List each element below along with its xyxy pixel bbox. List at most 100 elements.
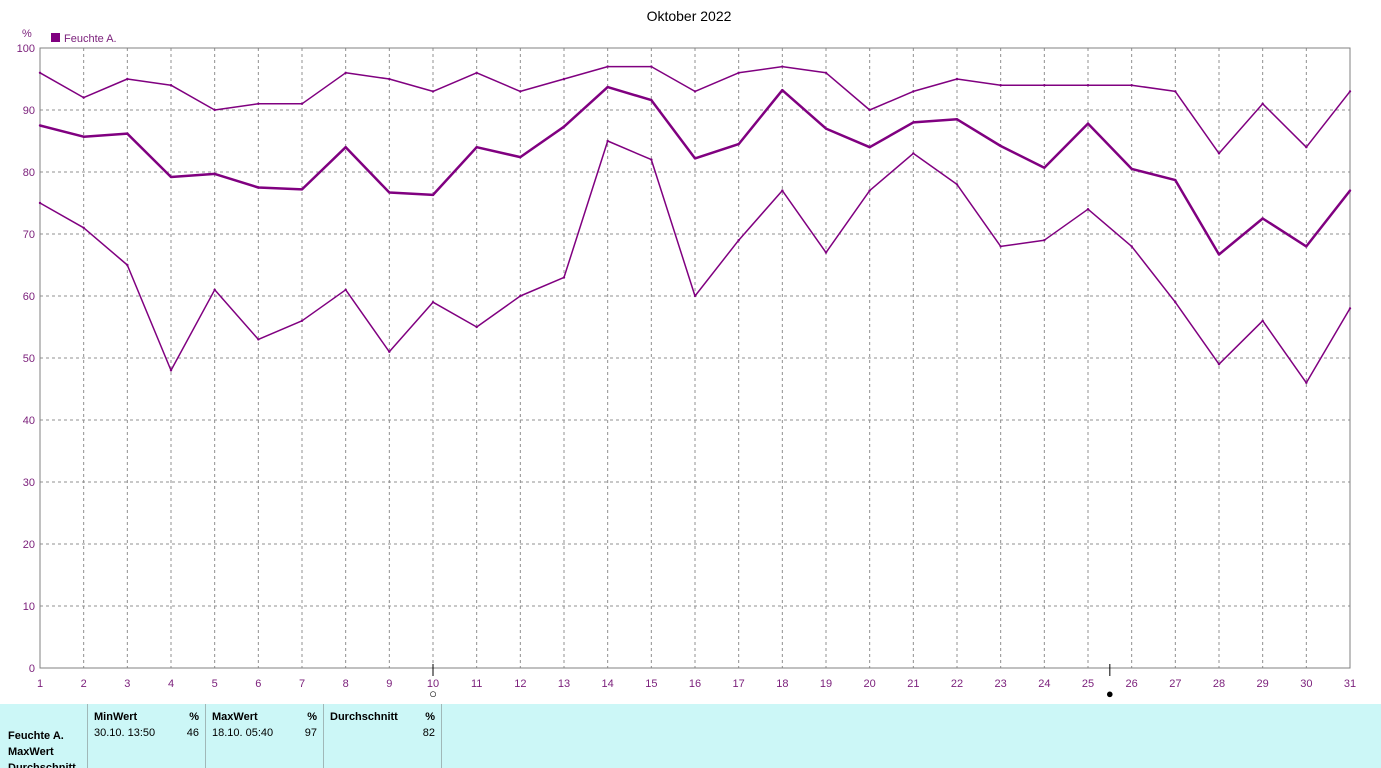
data-point (257, 338, 260, 341)
data-point (650, 158, 653, 161)
data-point (912, 152, 915, 155)
data-point (824, 71, 828, 75)
data-point (519, 294, 522, 298)
data-point (38, 124, 42, 127)
data-point (213, 172, 216, 176)
data-point (344, 146, 347, 149)
data-point (912, 121, 915, 124)
data-point (388, 350, 391, 353)
data-point (606, 85, 609, 89)
legend-label: Feuchte A. (64, 33, 117, 45)
data-point (650, 65, 653, 68)
data-point (257, 186, 260, 189)
data-point (1043, 84, 1046, 87)
data-point (1261, 319, 1264, 322)
data-point (519, 90, 522, 93)
data-point (1305, 245, 1308, 248)
data-point (824, 251, 828, 254)
x-tick-label: 16 (689, 678, 701, 690)
data-point (1348, 90, 1352, 93)
data-point (562, 276, 566, 279)
x-tick-label: 26 (1126, 678, 1138, 690)
data-point (1261, 217, 1264, 220)
data-point (999, 245, 1002, 248)
data-point (300, 102, 304, 106)
avg-unit: % (425, 711, 435, 723)
moon-phase-icon: ○ (429, 686, 437, 701)
data-point (781, 65, 784, 68)
stats-row-labels: Feuchte A. MaxWert Durchschnitt (8, 728, 76, 768)
data-point (1217, 152, 1221, 155)
y-tick-label: 50 (23, 353, 35, 365)
y-tick-label: 60 (23, 291, 35, 303)
series-line-3 (39, 140, 1351, 384)
humidity-chart: 1 2 3 4 5 6 7 8 9 10 11 12 13 14 15 16 17 18 19 20 21 22 23 24 2… (17, 8, 1356, 701)
data-point (213, 288, 216, 291)
x-tick-label: 27 (1169, 678, 1181, 690)
data-point (169, 369, 173, 372)
max-unit: % (307, 711, 317, 723)
data-point (737, 71, 740, 75)
data-point (38, 71, 42, 75)
data-point (431, 301, 435, 304)
y-tick-label: 90 (23, 105, 35, 117)
data-point (344, 71, 347, 75)
data-point (388, 77, 391, 81)
x-tick-label: 22 (951, 678, 963, 690)
x-tick-label: 15 (645, 678, 657, 690)
data-point (1130, 245, 1133, 248)
data-point (126, 77, 129, 81)
max-time: 18.10. 05:40 (212, 727, 274, 739)
data-point (824, 127, 828, 130)
data-point (1086, 208, 1090, 211)
y-tick-label: 30 (23, 477, 35, 489)
data-point (82, 96, 85, 99)
x-tick-label: 21 (907, 678, 919, 690)
stats-panel: Feuchte A. MaxWert Durchschnitt MinWert … (0, 704, 1381, 768)
data-point (1174, 178, 1177, 182)
data-point (1130, 167, 1133, 171)
x-tick-label: 6 (255, 678, 261, 690)
x-tick-label: 11 (471, 678, 482, 690)
data-point (475, 325, 478, 329)
x-tick-label: 3 (124, 678, 130, 690)
data-point (1217, 363, 1221, 366)
row-label-feuchte: Feuchte A. (8, 730, 64, 742)
x-tick-label: 28 (1213, 678, 1225, 690)
data-point (1217, 253, 1221, 256)
data-point (781, 189, 784, 192)
data-point (1043, 166, 1046, 169)
avg-column: Durchschnitt % 82 (324, 704, 442, 768)
data-point (519, 155, 522, 159)
data-point (955, 183, 959, 186)
min-time: 30.10. 13:50 (94, 727, 156, 739)
max-header: MaxWert (212, 711, 258, 723)
data-point (1261, 102, 1264, 106)
avg-header: Durchschnitt (330, 711, 398, 723)
chart-title: Oktober 2022 (647, 8, 732, 24)
data-point (82, 135, 85, 138)
data-point (1043, 239, 1046, 242)
x-tick-label: 1 (37, 678, 43, 690)
x-tick-label: 20 (864, 678, 876, 690)
data-point (1086, 84, 1090, 87)
x-tick-label: 10 (427, 678, 439, 690)
y-tick-label: 80 (23, 167, 35, 179)
data-point (737, 142, 740, 146)
data-point (1348, 189, 1352, 192)
x-tick-label: 7 (299, 678, 305, 690)
y-tick-label: 20 (23, 539, 35, 551)
min-column: MinWert % 30.10. 13:50 46 (88, 704, 206, 768)
data-point (693, 157, 697, 160)
data-point (1086, 122, 1090, 125)
data-point (169, 175, 173, 179)
data-point (388, 191, 391, 194)
data-point (257, 102, 260, 106)
data-point (868, 146, 871, 149)
max-value: 97 (304, 727, 317, 739)
y-tick-label: 40 (23, 415, 35, 427)
data-point (82, 226, 85, 229)
data-point (300, 319, 304, 322)
data-point (999, 144, 1002, 148)
data-point (1305, 381, 1308, 384)
